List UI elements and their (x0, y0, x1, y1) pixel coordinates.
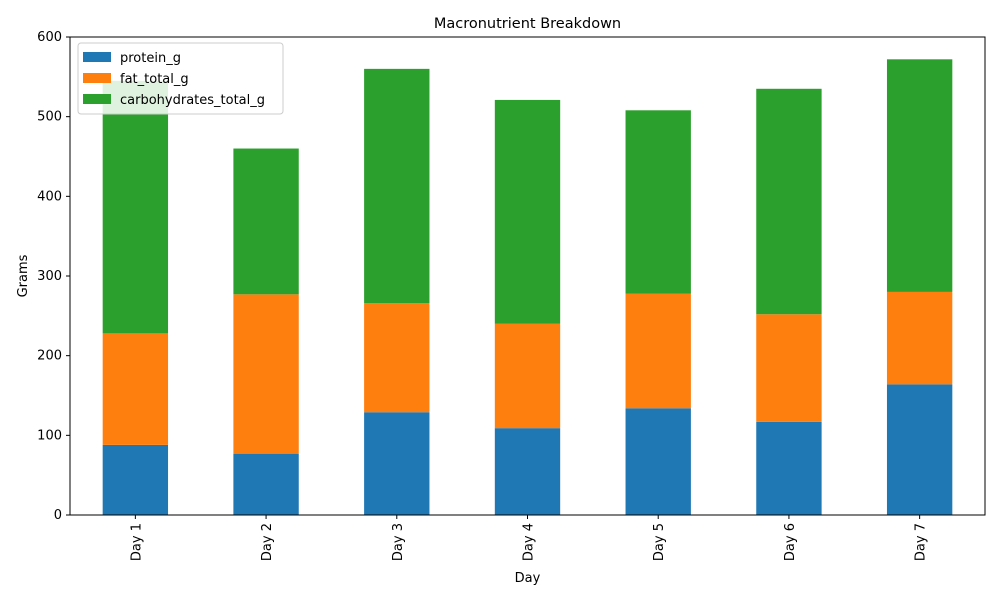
bar-protein_g-4 (494, 428, 561, 515)
bar-fat_total_g-2 (233, 294, 299, 454)
y-tick-label: 300 (37, 269, 62, 284)
bar-carbohydrates_total_g-3 (364, 68, 430, 304)
bars-group (102, 59, 953, 515)
bar-protein_g-3 (364, 412, 430, 515)
y-tick-label: 0 (54, 508, 62, 523)
y-tick-label: 200 (37, 349, 62, 364)
x-tick-label: Day 2 (260, 523, 275, 561)
legend-label-protein_g: protein_g (120, 51, 181, 66)
legend: protein_g fat_total_g carbohydrates_total_… (77, 42, 284, 115)
x-tick-label: Day 5 (652, 523, 667, 561)
bar-fat_total_g-4 (494, 323, 561, 429)
bar-carbohydrates_total_g-2 (233, 148, 299, 295)
x-tick-label: Day 6 (783, 523, 798, 561)
bar-carbohydrates_total_g-1 (102, 80, 169, 334)
legend-swatch-carbohydrates_total_g (83, 94, 111, 104)
legend-box (77, 42, 284, 115)
x-tick-label: Day 3 (391, 523, 406, 561)
legend-label-fat_total_g: fat_total_g (120, 72, 189, 87)
bar-carbohydrates_total_g-5 (625, 110, 691, 294)
legend-swatch-protein_g (83, 52, 111, 62)
y-tick-label: 600 (37, 30, 62, 45)
bar-fat_total_g-7 (886, 291, 953, 385)
chart-title: Macronutrient Breakdown (434, 16, 621, 32)
x-axis-label: Day (515, 571, 541, 586)
bar-carbohydrates_total_g-7 (886, 59, 953, 292)
x-tick-label: Day 4 (522, 523, 537, 561)
y-tick-label: 400 (37, 189, 62, 204)
y-axis-label: Grams (16, 254, 31, 297)
bar-protein_g-2 (233, 453, 299, 515)
legend-swatch-fat_total_g (83, 73, 111, 83)
bar-protein_g-6 (756, 421, 822, 515)
bar-fat_total_g-3 (364, 303, 430, 413)
bar-protein_g-1 (102, 444, 169, 515)
bar-fat_total_g-6 (756, 314, 822, 422)
y-axis: 0 100 200 300 400 500 600 (37, 30, 70, 523)
y-tick-label: 100 (37, 428, 62, 443)
bar-fat_total_g-5 (625, 293, 691, 409)
bar-protein_g-7 (886, 384, 953, 515)
bar-fat_total_g-1 (102, 333, 169, 445)
x-tick-label: Day 1 (129, 523, 144, 561)
legend-label-carbohydrates_total_g: carbohydrates_total_g (120, 93, 265, 108)
bar-carbohydrates_total_g-4 (494, 99, 561, 324)
y-tick-label: 500 (37, 110, 62, 125)
bar-carbohydrates_total_g-6 (756, 88, 822, 315)
x-axis: Day 1 Day 2 Day 3 Day 4 Day 5 Day 6 Day 7 (129, 515, 929, 561)
bar-protein_g-5 (625, 408, 691, 515)
plot-frame (69, 36, 986, 516)
x-tick-label: Day 7 (914, 523, 929, 561)
